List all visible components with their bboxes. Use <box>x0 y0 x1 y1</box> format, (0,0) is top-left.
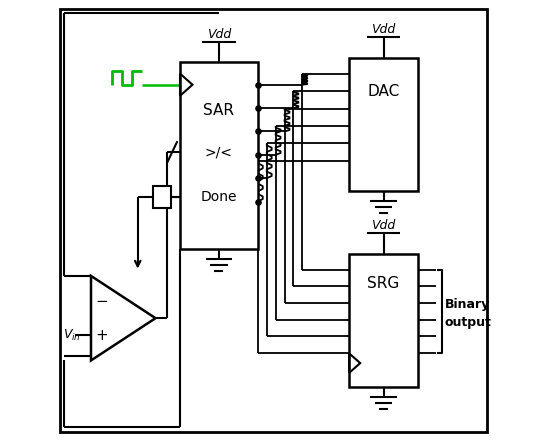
Point <box>253 198 262 205</box>
Bar <box>349 58 418 191</box>
Bar <box>153 186 171 208</box>
Text: $V_{in}$: $V_{in}$ <box>63 328 81 343</box>
Text: Done: Done <box>201 190 237 204</box>
Polygon shape <box>91 276 155 360</box>
Point <box>253 174 262 182</box>
Text: +: + <box>96 328 109 343</box>
Text: Vdd: Vdd <box>207 28 231 41</box>
Bar <box>349 254 418 387</box>
Text: SAR: SAR <box>203 103 235 118</box>
Text: DAC: DAC <box>367 84 400 99</box>
Text: −: − <box>96 294 109 309</box>
Text: >/<: >/< <box>205 145 233 159</box>
Point <box>253 105 262 112</box>
Text: output: output <box>445 316 492 329</box>
Bar <box>180 62 258 249</box>
Text: SRG: SRG <box>367 275 400 291</box>
Text: Vdd: Vdd <box>371 219 396 232</box>
Point <box>253 81 262 88</box>
Text: Binary: Binary <box>445 298 490 311</box>
Point <box>253 151 262 158</box>
Text: Vdd: Vdd <box>371 24 396 36</box>
Point <box>253 128 262 135</box>
